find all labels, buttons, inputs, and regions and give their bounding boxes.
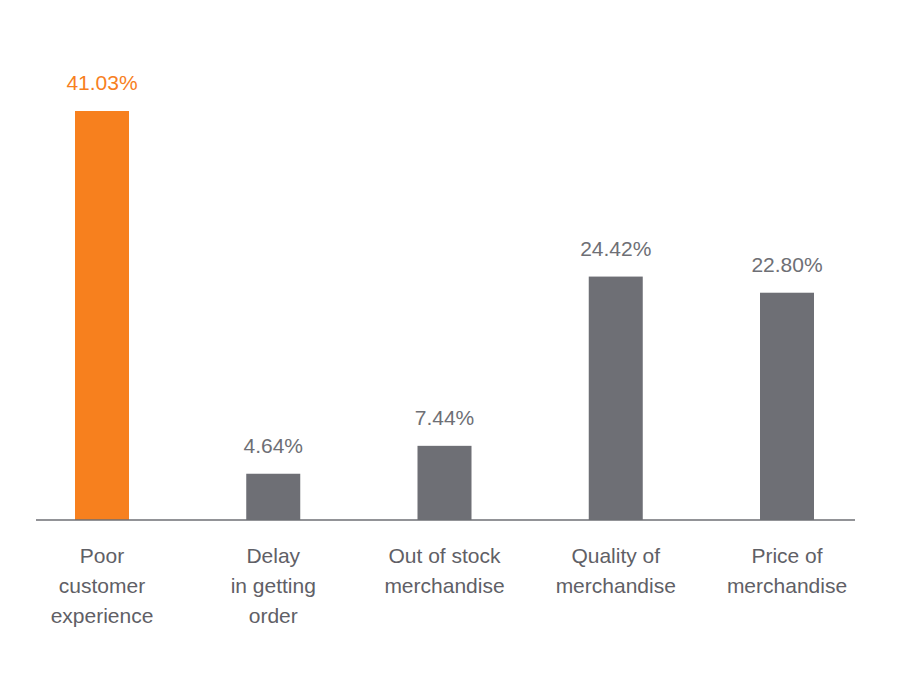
category-label-line: experience — [51, 604, 154, 627]
category-label-line: Quality of — [571, 544, 660, 567]
baseline — [36, 519, 855, 521]
category-label-line: Delay — [246, 544, 300, 567]
bar — [75, 111, 129, 520]
data-label: 4.64% — [243, 434, 303, 457]
bar — [418, 446, 472, 520]
data-label: 22.80% — [751, 253, 822, 276]
chart: 41.03% 4.64% 7.44% 24.42% 22.80% Poor customer… — [0, 0, 900, 700]
category-label-line: merchandise — [556, 574, 676, 597]
data-label: 24.42% — [580, 237, 651, 260]
category-label-line: merchandise — [727, 574, 847, 597]
category-label: Price of merchandise — [727, 544, 847, 597]
bar — [589, 277, 643, 520]
category-label-line: Out of stock — [388, 544, 501, 567]
category-label-line: Poor — [80, 544, 124, 567]
data-labels: 41.03% 4.64% 7.44% 24.42% 22.80% — [66, 71, 822, 457]
data-label: 7.44% — [415, 406, 475, 429]
category-label-line: customer — [59, 574, 145, 597]
category-labels: Poor customer experience Delay in getting ord… — [51, 544, 847, 627]
category-label-line: merchandise — [384, 574, 504, 597]
category-label: Delay in getting order — [231, 544, 316, 627]
category-label: Poor customer experience — [51, 544, 154, 627]
data-label: 41.03% — [66, 71, 137, 94]
bar — [246, 474, 300, 520]
bar — [760, 293, 814, 520]
category-label: Quality of merchandise — [556, 544, 676, 597]
category-label: Out of stock merchandise — [384, 544, 504, 597]
category-label-line: Price of — [751, 544, 822, 567]
bars — [75, 111, 814, 520]
category-label-line: order — [249, 604, 298, 627]
category-label-line: in getting — [231, 574, 316, 597]
